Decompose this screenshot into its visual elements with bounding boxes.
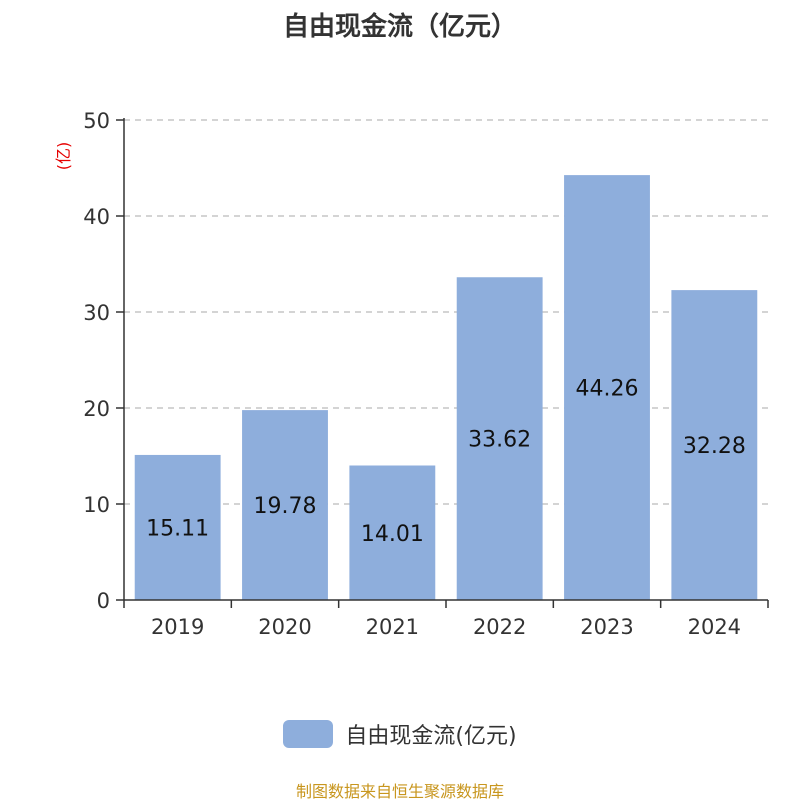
data-label-2022: 33.62 [468, 428, 531, 453]
legend-swatch [283, 720, 334, 748]
x-tick-label-2019: 2019 [151, 615, 204, 639]
x-tick-label-2022: 2022 [473, 615, 526, 639]
legend-label: 自由现金流(亿元) [345, 724, 517, 749]
data-label-2024: 32.28 [683, 434, 746, 459]
bars [134, 175, 758, 600]
data-label-2020: 19.78 [254, 494, 317, 519]
x-tick-label-2021: 2021 [366, 615, 419, 639]
legend[interactable]: 自由现金流(亿元) [0, 718, 800, 750]
axes [116, 118, 769, 608]
y-tick-label: 10 [83, 493, 110, 517]
y-tick-label: 50 [83, 109, 110, 133]
x-tick-label-2024: 2024 [688, 615, 741, 639]
y-tick-label: 20 [83, 397, 110, 421]
labels: 0 10 20 30 40 50 (亿) 15.11 2019 19.78 2020 14.01 202… [54, 109, 746, 639]
data-label-2019: 15.11 [146, 516, 209, 541]
bar-2024 [671, 290, 758, 600]
y-unit-label: (亿) [54, 142, 73, 171]
chart-title: 自由现金流（亿元） [282, 12, 517, 42]
y-tick-label: 30 [83, 301, 110, 325]
bar-2021 [349, 465, 436, 600]
bar-2020 [242, 410, 328, 600]
data-label-2023: 44.26 [576, 377, 639, 402]
x-tick-label-2020: 2020 [258, 615, 311, 639]
source-note: 制图数据来自恒生聚源数据库 [295, 782, 504, 801]
y-tick-label: 0 [97, 589, 110, 613]
bar-2019 [134, 454, 221, 600]
x-tick-label-2023: 2023 [580, 615, 633, 639]
y-tick-label: 40 [83, 205, 110, 229]
bar-2022 [456, 277, 543, 600]
bar-2023 [564, 175, 650, 600]
grid-lines [124, 119, 768, 505]
data-label-2021: 14.01 [361, 522, 424, 547]
